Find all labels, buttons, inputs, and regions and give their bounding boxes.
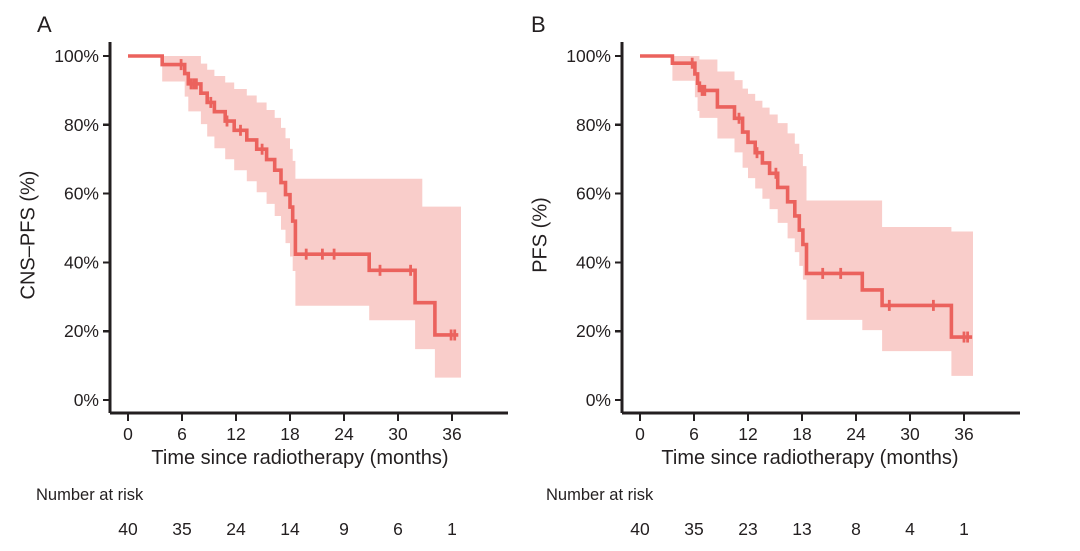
y-tick-label: 60% xyxy=(576,184,611,204)
survival-curve xyxy=(640,54,973,339)
y-tick-label: 100% xyxy=(566,46,611,66)
number-at-risk-value: 14 xyxy=(280,519,300,539)
y-axis-title-pfs: PFS (%) xyxy=(529,197,552,273)
number-at-risk-value: 1 xyxy=(447,519,457,539)
y-tick-label: 80% xyxy=(64,115,99,135)
number-at-risk-value: 24 xyxy=(226,519,246,539)
x-tick-label: 30 xyxy=(900,424,920,444)
x-tick-label: 18 xyxy=(792,424,811,444)
number-at-risk-label: Number at risk xyxy=(36,486,144,504)
x-axis-title: Time since radiotherapy (months) xyxy=(151,447,449,469)
x-tick-label: 6 xyxy=(177,424,187,444)
y-tick-label: 40% xyxy=(64,252,99,272)
confidence-band xyxy=(162,56,461,378)
y-tick-label: 20% xyxy=(64,321,99,341)
x-axis-title: Time since radiotherapy (months) xyxy=(661,447,959,469)
y-tick-label: 100% xyxy=(54,46,99,66)
y-tick-label: 40% xyxy=(576,252,611,272)
x-tick-label: 0 xyxy=(123,424,133,444)
x-tick-label: 24 xyxy=(334,424,354,444)
number-at-risk-value: 35 xyxy=(684,519,703,539)
x-tick-label: 18 xyxy=(280,424,299,444)
x-tick-label: 6 xyxy=(689,424,699,444)
number-at-risk-value: 23 xyxy=(738,519,757,539)
number-at-risk-value: 6 xyxy=(393,519,403,539)
number-at-risk-label: Number at risk xyxy=(546,486,654,504)
x-tick-label: 12 xyxy=(738,424,757,444)
panel-b-label: B xyxy=(531,12,547,37)
y-tick-label: 0% xyxy=(586,390,611,410)
y-tick-label: 80% xyxy=(576,115,611,135)
x-tick-label: 12 xyxy=(226,424,245,444)
x-tick-label: 30 xyxy=(388,424,408,444)
x-tick-label: 36 xyxy=(954,424,973,444)
panel-a-label: A xyxy=(37,12,53,37)
number-at-risk-value: 4 xyxy=(905,519,915,539)
number-at-risk-value: 13 xyxy=(792,519,811,539)
y-tick-label: 60% xyxy=(64,184,99,204)
number-at-risk-value: 1 xyxy=(959,519,969,539)
x-tick-label: 24 xyxy=(846,424,866,444)
number-at-risk-value: 8 xyxy=(851,519,861,539)
number-at-risk-value: 40 xyxy=(118,519,138,539)
y-tick-label: 0% xyxy=(74,390,99,410)
y-tick-label: 20% xyxy=(576,321,611,341)
x-tick-label: 0 xyxy=(635,424,645,444)
number-at-risk-value: 9 xyxy=(339,519,349,539)
x-tick-label: 36 xyxy=(442,424,461,444)
y-axis-title-cns-pfs: CNS–PFS (%) xyxy=(17,170,40,300)
number-at-risk-value: 40 xyxy=(630,519,650,539)
number-at-risk-value: 35 xyxy=(172,519,191,539)
